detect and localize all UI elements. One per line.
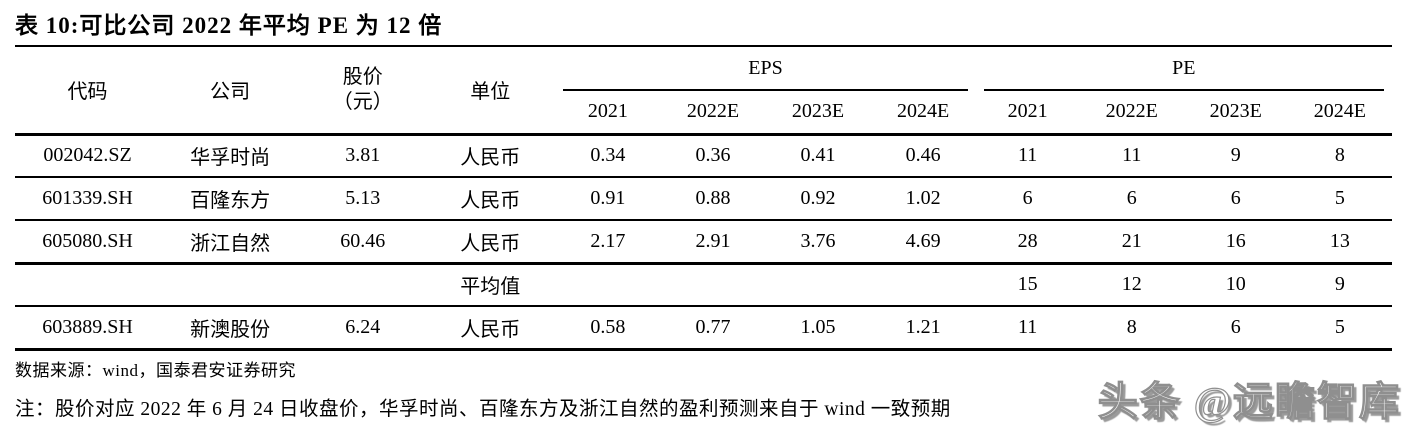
header-price-line1: 股价 xyxy=(342,65,383,88)
table-body: 002042.SZ 华孚时尚 3.81 人民币 0.34 0.36 0.41 0… xyxy=(15,134,1392,349)
empty-cell xyxy=(871,263,976,306)
cell-pe: 5 xyxy=(1334,187,1345,209)
table-row: 601339.SH 百隆东方 5.13 人民币 0.91 0.88 0.92 1… xyxy=(15,177,1392,220)
cell-price: 5.13 xyxy=(345,187,381,209)
header-eps-label: EPS xyxy=(563,47,968,91)
header-eps-2022e: 2022E xyxy=(660,91,766,136)
cell-pe: 6 xyxy=(1230,187,1241,209)
empty-cell xyxy=(300,263,425,306)
cell-eps: 1.02 xyxy=(905,187,941,209)
header-price-line2: （元） xyxy=(332,90,393,113)
header-unit: 单位 xyxy=(425,46,556,136)
cell-pe: 5 xyxy=(1334,315,1345,338)
cell-pe: 16 xyxy=(1225,229,1246,252)
watermark: 头条 @远瞻智库 xyxy=(1097,378,1401,424)
cell-eps: 3.76 xyxy=(800,229,836,252)
table-header: 代码 公司 股价 （元） 单位 EPS PE 2021 2022E 2023E … xyxy=(15,46,1392,136)
cell-eps: 2.91 xyxy=(695,229,731,252)
header-pe-2022e: 2022E xyxy=(1079,91,1184,136)
cell-pe: 21 xyxy=(1121,229,1142,252)
cell-eps: 0.46 xyxy=(905,144,941,167)
cell-pe: 6 xyxy=(1126,187,1137,209)
cell-pe: 13 xyxy=(1329,229,1350,252)
cell-eps: 0.88 xyxy=(695,187,731,209)
empty-cell xyxy=(660,263,765,306)
cell-pe: 28 xyxy=(1017,229,1038,252)
cell-eps: 0.58 xyxy=(590,315,626,338)
average-label: 平均值 xyxy=(460,276,521,299)
cell-code: 002042.SZ xyxy=(43,144,132,167)
cell-eps: 4.69 xyxy=(905,229,941,252)
cell-unit: 人民币 xyxy=(460,147,521,170)
empty-cell xyxy=(555,263,660,306)
header-pe-label: PE xyxy=(983,47,1384,91)
comparable-companies-table: 代码 公司 股价 （元） 单位 EPS PE 2021 2022E 2023E … xyxy=(15,45,1392,351)
cell-pe: 8 xyxy=(1126,315,1137,338)
cell-pe-average: 15 xyxy=(1017,273,1038,296)
cell-eps: 0.91 xyxy=(590,187,626,209)
data-source-note: 数据来源：wind，国泰君安证券研究 xyxy=(15,361,296,380)
cell-pe-average: 9 xyxy=(1334,273,1345,296)
empty-cell xyxy=(15,263,160,306)
cell-unit: 人民币 xyxy=(460,318,521,341)
cell-pe: 8 xyxy=(1334,144,1345,167)
header-company: 公司 xyxy=(160,46,301,136)
header-group-row: 代码 公司 股价 （元） 单位 EPS PE xyxy=(15,46,1392,136)
cell-pe-average: 10 xyxy=(1225,273,1246,296)
empty-cell xyxy=(160,263,300,306)
header-pe-group: PE xyxy=(976,46,1392,91)
cell-eps: 0.77 xyxy=(695,315,731,338)
header-price: 股价 （元） xyxy=(300,46,426,136)
cell-unit: 人民币 xyxy=(460,232,521,255)
cell-eps: 0.36 xyxy=(695,144,731,167)
cell-company: 华孚时尚 xyxy=(190,147,271,170)
average-row: 平均值 15 12 10 9 xyxy=(15,263,1392,306)
cell-pe: 6 xyxy=(1022,187,1033,209)
cell-unit: 人民币 xyxy=(460,190,521,212)
header-pe-2024e: 2024E xyxy=(1287,91,1392,136)
cell-eps: 0.92 xyxy=(800,187,836,209)
header-eps-group: EPS xyxy=(555,46,975,91)
cell-eps: 1.21 xyxy=(905,315,941,338)
header-pe-2023e: 2023E xyxy=(1183,91,1288,136)
empty-cell xyxy=(765,263,870,306)
cell-company: 浙江自然 xyxy=(190,232,271,255)
cell-code: 605080.SH xyxy=(42,229,133,252)
header-pe-2021: 2021 xyxy=(975,91,1080,136)
cell-price: 60.46 xyxy=(340,229,386,252)
cell-eps: 1.05 xyxy=(800,315,836,338)
cell-pe: 11 xyxy=(1018,315,1038,338)
cell-eps: 0.41 xyxy=(800,144,836,167)
header-eps-2021: 2021 xyxy=(555,91,661,136)
cell-eps: 2.17 xyxy=(590,229,626,252)
header-code: 代码 xyxy=(15,46,161,136)
header-eps-2024e: 2024E xyxy=(870,91,976,136)
cell-pe: 11 xyxy=(1122,144,1142,167)
cell-code: 603889.SH xyxy=(42,315,133,338)
cell-pe: 9 xyxy=(1230,144,1241,167)
cell-price: 6.24 xyxy=(345,315,381,338)
cell-pe-average: 12 xyxy=(1121,273,1142,296)
cell-price: 3.81 xyxy=(345,144,381,167)
cell-eps: 0.34 xyxy=(590,144,626,167)
table-row: 002042.SZ 华孚时尚 3.81 人民币 0.34 0.36 0.41 0… xyxy=(15,134,1392,177)
table-title: 表 10:可比公司 2022 年平均 PE 为 12 倍 xyxy=(15,13,443,38)
cell-pe: 11 xyxy=(1018,144,1038,167)
header-eps-2023e: 2023E xyxy=(765,91,871,136)
footnote: 注：股价对应 2022 年 6 月 24 日收盘价，华孚时尚、百隆东方及浙江自然… xyxy=(15,399,951,420)
table-row: 605080.SH 浙江自然 60.46 人民币 2.17 2.91 3.76 … xyxy=(15,220,1392,263)
cell-pe: 6 xyxy=(1230,315,1241,338)
cell-company: 百隆东方 xyxy=(190,190,271,212)
header-years-row: 2021 2022E 2023E 2024E 2021 2022E 2023E … xyxy=(15,91,1392,136)
cell-code: 601339.SH xyxy=(42,187,133,209)
cell-company: 新澳股份 xyxy=(190,318,271,341)
table-row: 603889.SH 新澳股份 6.24 人民币 0.58 0.77 1.05 1… xyxy=(15,306,1392,349)
